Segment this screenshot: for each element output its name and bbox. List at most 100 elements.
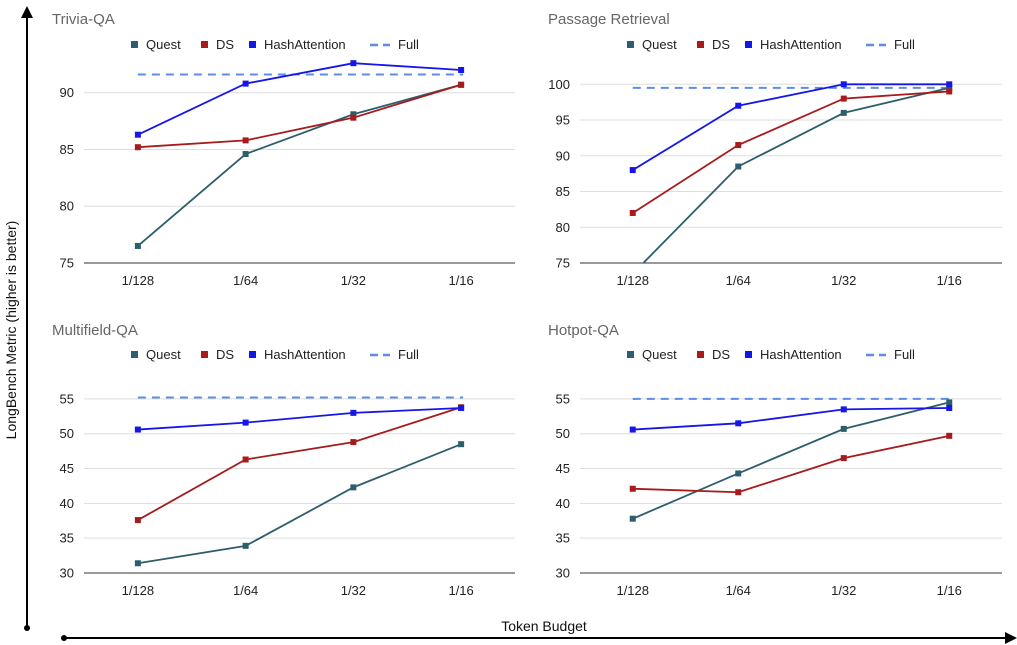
series-layer — [629, 81, 953, 263]
legend-label: HashAttention — [264, 347, 346, 362]
series-line — [137, 406, 462, 521]
x-tick-label: 1/128 — [616, 583, 649, 598]
data-point — [735, 489, 742, 496]
y-tick-label: 40 — [556, 496, 570, 511]
legend-item-quest: Quest — [627, 347, 677, 362]
legend-square-swatch — [249, 41, 256, 48]
y-tick-label: 35 — [556, 531, 570, 546]
series-quest — [134, 441, 465, 567]
data-point — [458, 67, 465, 73]
legend-square-swatch — [249, 351, 256, 358]
y-tick-label: 35 — [60, 531, 74, 546]
data-point — [242, 542, 249, 549]
x-tick-label: 1/32 — [831, 273, 856, 288]
legend-item-full: Full — [866, 347, 915, 362]
x-arrow-icon — [1005, 632, 1017, 644]
series-line — [632, 90, 950, 214]
data-point — [458, 404, 465, 411]
x-tick-label: 1/16 — [448, 583, 473, 598]
data-point — [134, 144, 141, 151]
data-point — [629, 515, 636, 522]
data-point — [350, 60, 357, 67]
data-point — [350, 409, 357, 416]
series-hashattention — [134, 404, 465, 433]
data-point — [134, 517, 141, 524]
y-tick-label: 75 — [60, 256, 74, 271]
y-tick-label: 30 — [556, 566, 570, 581]
data-point — [242, 419, 249, 426]
data-point — [840, 455, 847, 462]
data-point — [946, 399, 953, 406]
y-arrow-icon — [21, 6, 33, 18]
y-tick-label: 45 — [556, 461, 570, 476]
data-point — [629, 167, 636, 174]
data-point — [946, 404, 953, 411]
legend-square-swatch — [697, 41, 704, 48]
legend-square-swatch — [745, 351, 752, 358]
y-tick-label: 50 — [556, 426, 570, 441]
series-quest — [642, 84, 953, 263]
series-line — [632, 407, 950, 431]
data-point — [946, 84, 953, 91]
legend-item-quest: Quest — [131, 37, 181, 52]
data-point — [350, 111, 357, 118]
series-line — [137, 62, 462, 136]
legend-label: DS — [216, 37, 234, 52]
subplot-title: Passage Retrieval — [548, 11, 670, 28]
data-point — [946, 81, 953, 88]
legend-label: HashAttention — [760, 37, 842, 52]
series-line — [137, 83, 462, 247]
global-x-axis — [61, 632, 1017, 644]
data-point — [134, 242, 141, 249]
data-point — [629, 485, 636, 492]
data-point — [350, 484, 357, 491]
legend-item-hashattention: HashAttention — [249, 37, 346, 52]
series-line — [642, 86, 950, 263]
y-axis-title: LongBench Metric (higher is better) — [3, 221, 19, 440]
legend-square-swatch — [627, 351, 634, 358]
series-quest — [134, 81, 465, 249]
legend-item-full: Full — [866, 37, 915, 52]
y-tick-label: 50 — [60, 426, 74, 441]
y-tick-label: 45 — [60, 461, 74, 476]
y-tick-label: 55 — [556, 391, 570, 406]
x-tick-label: 1/32 — [831, 583, 856, 598]
x-tick-label: 1/16 — [937, 583, 962, 598]
legend-label: DS — [216, 347, 234, 362]
legend-item-ds: DS — [201, 37, 234, 52]
series-line — [632, 83, 950, 171]
legend-label: Quest — [642, 37, 677, 52]
y-tick-label: 100 — [548, 77, 570, 92]
y-tick-label: 90 — [556, 148, 570, 163]
data-point — [735, 102, 742, 109]
data-point — [242, 151, 249, 158]
legend-label: Quest — [146, 37, 181, 52]
legend-item-quest: Quest — [627, 37, 677, 52]
legend-item-ds: DS — [697, 37, 730, 52]
x-tick-label: 1/64 — [233, 273, 258, 288]
data-point — [735, 163, 742, 170]
legend-label: DS — [712, 37, 730, 52]
subplot-passage-retrieval: Passage Retrieval 75 80 85 90 95 100 1/128 1/64 1… — [548, 11, 1002, 288]
legend-square-swatch — [131, 351, 138, 358]
data-point — [134, 131, 141, 138]
x-tick-label: 1/64 — [726, 273, 751, 288]
subplot-title: Multifield-QA — [52, 322, 138, 339]
legend-item-ds: DS — [201, 347, 234, 362]
legend-item-full: Full — [370, 347, 419, 362]
data-point — [946, 432, 953, 439]
y-tick-label: 55 — [60, 391, 74, 406]
x-tick-label: 1/128 — [616, 273, 649, 288]
data-point — [242, 80, 249, 87]
y-tick-label: 85 — [60, 142, 74, 157]
data-point — [840, 81, 847, 88]
legend-square-swatch — [201, 351, 208, 358]
data-point — [242, 456, 249, 463]
data-point — [458, 81, 465, 88]
legend-square-swatch — [627, 41, 634, 48]
subplot-title: Trivia-QA — [52, 11, 115, 28]
data-point — [840, 95, 847, 102]
subplots: Trivia-QA 75 80 85 90 1/128 1/64 1/32 1/16 Quest D… — [52, 11, 1002, 598]
subplot-title: Hotpot-QA — [548, 322, 619, 339]
series-layer — [629, 397, 953, 522]
